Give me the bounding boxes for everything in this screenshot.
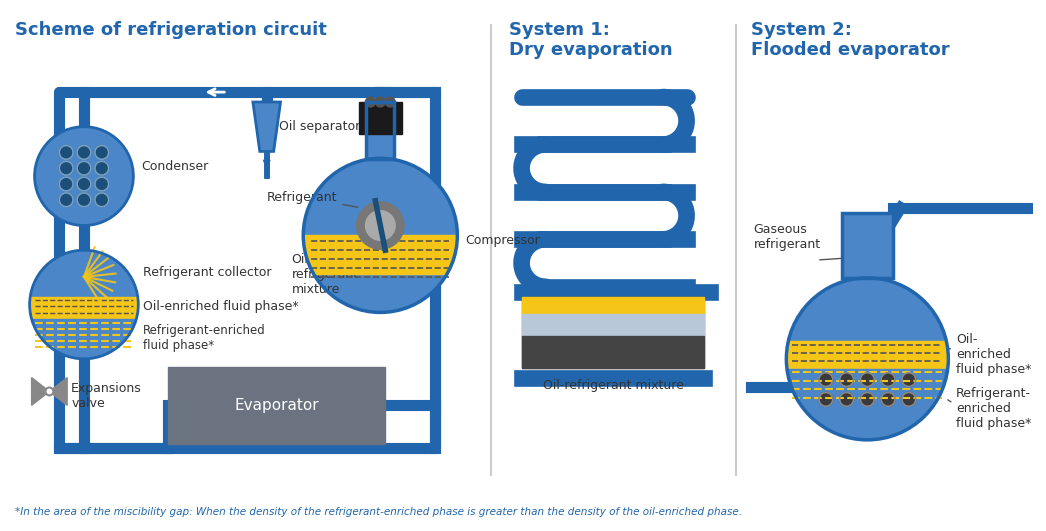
Circle shape: [365, 97, 376, 107]
Circle shape: [787, 278, 949, 440]
Circle shape: [60, 193, 73, 207]
Circle shape: [365, 211, 395, 241]
Text: Refrigerant-enriched
fluid phase*: Refrigerant-enriched fluid phase*: [143, 324, 266, 352]
Text: Oil-refrigerant mixture: Oil-refrigerant mixture: [543, 379, 683, 392]
Circle shape: [819, 392, 833, 406]
Text: Oil-
refrigerant
mixture: Oil- refrigerant mixture: [292, 253, 359, 296]
Circle shape: [60, 145, 73, 159]
Circle shape: [840, 373, 854, 387]
Text: Condenser: Condenser: [141, 160, 208, 173]
Text: Oil separator: Oil separator: [278, 120, 360, 133]
Text: Refrigerant: Refrigerant: [267, 191, 358, 207]
Circle shape: [60, 161, 73, 175]
Circle shape: [902, 392, 915, 406]
Text: Flooded evaporator: Flooded evaporator: [751, 41, 950, 59]
Bar: [359, 102, 402, 134]
Polygon shape: [253, 102, 280, 151]
Text: Refrigerant-
enriched
fluid phase*: Refrigerant- enriched fluid phase*: [956, 387, 1031, 430]
Text: Compressor: Compressor: [465, 234, 540, 247]
Circle shape: [60, 177, 73, 191]
Circle shape: [45, 388, 53, 396]
Circle shape: [840, 392, 854, 406]
Circle shape: [29, 250, 138, 359]
Text: Dry evaporation: Dry evaporation: [508, 41, 673, 59]
Circle shape: [95, 177, 109, 191]
Circle shape: [35, 127, 133, 226]
Bar: [787, 369, 949, 436]
Circle shape: [77, 145, 91, 159]
Bar: [522, 297, 704, 368]
Circle shape: [881, 392, 895, 406]
Polygon shape: [31, 378, 49, 405]
Circle shape: [77, 177, 91, 191]
Circle shape: [376, 97, 385, 107]
Bar: [29, 319, 138, 357]
Bar: [522, 336, 704, 368]
Text: System 2:: System 2:: [751, 21, 851, 39]
Circle shape: [385, 97, 395, 107]
Bar: [842, 212, 893, 278]
Bar: [787, 341, 949, 369]
Circle shape: [861, 373, 874, 387]
Text: Evaporator: Evaporator: [234, 398, 319, 413]
Circle shape: [95, 193, 109, 207]
Text: Refrigerant collector: Refrigerant collector: [143, 267, 272, 279]
Bar: [303, 235, 457, 274]
Circle shape: [902, 373, 915, 387]
Circle shape: [95, 145, 109, 159]
Circle shape: [95, 161, 109, 175]
Circle shape: [819, 373, 833, 387]
Bar: [842, 212, 893, 278]
Polygon shape: [49, 378, 67, 405]
Text: Oil-
enriched
fluid phase*: Oil- enriched fluid phase*: [956, 333, 1031, 376]
Circle shape: [861, 392, 874, 406]
Circle shape: [881, 373, 895, 387]
Text: Gaseous
refrigerant: Gaseous refrigerant: [754, 222, 821, 251]
Text: Oil-enriched fluid phase*: Oil-enriched fluid phase*: [143, 300, 299, 313]
Text: Scheme of refrigeration circuit: Scheme of refrigeration circuit: [15, 21, 326, 39]
Bar: [29, 297, 138, 319]
Text: *In the area of the miscibility gap: When the density of the refrigerant-enriche: *In the area of the miscibility gap: Whe…: [15, 507, 742, 517]
Circle shape: [357, 202, 404, 249]
Bar: [366, 102, 394, 159]
Bar: [522, 314, 704, 336]
Text: System 1:: System 1:: [508, 21, 610, 39]
Bar: [522, 297, 704, 314]
Bar: [168, 367, 385, 444]
Circle shape: [303, 158, 457, 312]
Circle shape: [77, 161, 91, 175]
Bar: [366, 102, 394, 159]
Text: Expansions
valve: Expansions valve: [71, 382, 142, 410]
Circle shape: [77, 193, 91, 207]
